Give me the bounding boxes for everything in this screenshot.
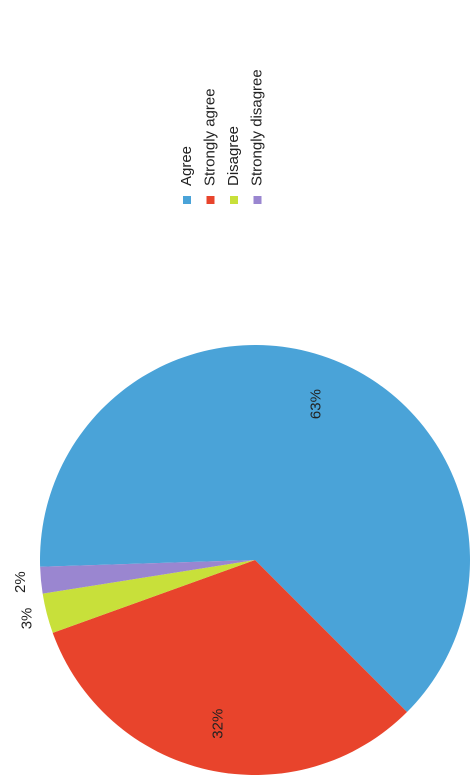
pie-slice <box>52 560 408 776</box>
legend-marker <box>230 196 238 204</box>
data-label: 32% <box>209 709 226 739</box>
legend-label: Strongly disagree <box>248 69 265 186</box>
data-label: 3% <box>18 608 35 630</box>
legend-label: Strongly agree <box>201 88 218 186</box>
legend-label: Disagree <box>225 126 242 186</box>
legend-marker <box>183 196 191 204</box>
pie-slice <box>40 344 471 713</box>
pie-slice <box>42 560 256 633</box>
legend-marker <box>206 196 215 204</box>
legend-marker <box>253 196 262 204</box>
data-label: 63% <box>308 389 325 419</box>
pie-slice <box>40 560 255 594</box>
data-label: 2% <box>12 571 29 593</box>
legend-label: Agree <box>178 146 195 186</box>
